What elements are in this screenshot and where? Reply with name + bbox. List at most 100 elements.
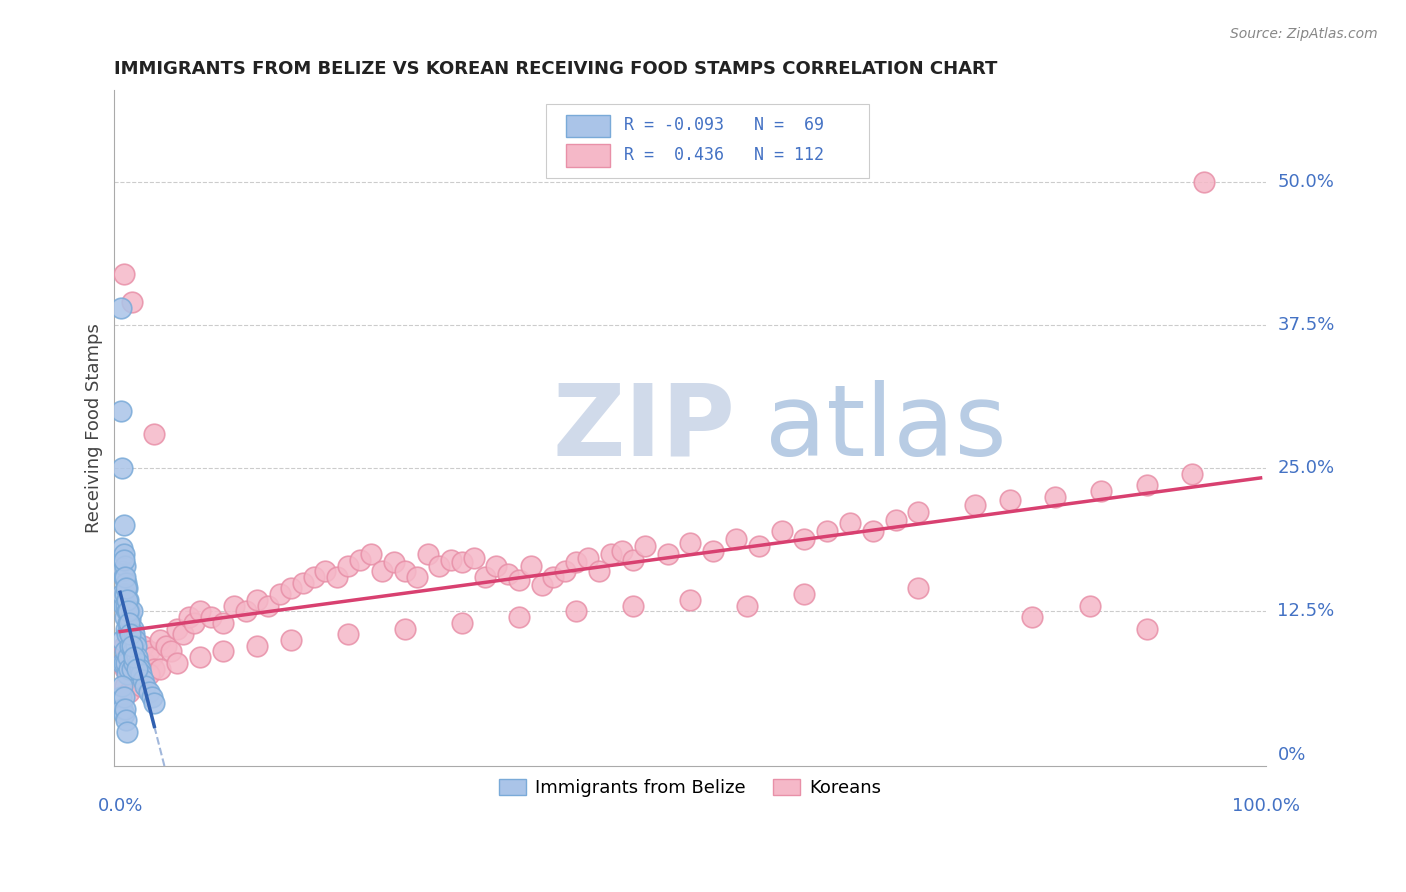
Point (127, 650, 149, 665)
Point (621, 599, 644, 613)
Point (118, 662, 141, 676)
Point (554, 564, 576, 578)
Point (440, 553, 463, 567)
Point (115, 593, 138, 607)
Point (121, 622, 143, 636)
Point (280, 582, 302, 596)
Point (125, 639, 148, 653)
Point (111, 702, 134, 716)
Text: R =  0.436   N = 112: R = 0.436 N = 112 (623, 146, 824, 164)
Point (463, 550, 485, 565)
Point (166, 622, 188, 636)
Point (907, 582, 929, 596)
Point (679, 535, 702, 549)
Point (793, 587, 815, 601)
Point (117, 615, 139, 630)
Point (155, 639, 177, 653)
Text: Source: ZipAtlas.com: Source: ZipAtlas.com (1230, 27, 1378, 41)
Point (115, 604, 138, 618)
Point (588, 564, 610, 578)
Point (115, 724, 138, 739)
Point (394, 622, 416, 636)
Point (111, 656, 134, 670)
Point (1045, 490, 1067, 504)
Point (382, 555, 405, 569)
Point (405, 570, 427, 584)
Point (269, 587, 291, 601)
Point (118, 667, 141, 681)
Point (121, 604, 143, 618)
Point (224, 599, 246, 613)
Point (815, 524, 838, 539)
Text: 100.0%: 100.0% (1232, 797, 1301, 814)
Point (326, 570, 349, 584)
Point (337, 558, 360, 573)
Point (127, 656, 149, 670)
Point (127, 650, 149, 665)
Point (114, 644, 136, 658)
Point (839, 516, 862, 531)
Point (112, 518, 135, 533)
Point (132, 639, 155, 653)
Point (121, 673, 143, 687)
FancyBboxPatch shape (547, 103, 869, 178)
Point (114, 656, 136, 670)
Point (291, 575, 314, 590)
Point (1090, 484, 1112, 499)
Text: 0%: 0% (1278, 746, 1306, 764)
Point (114, 610, 136, 624)
Point (122, 673, 145, 687)
Point (188, 650, 211, 665)
Point (314, 564, 336, 578)
Point (132, 673, 155, 687)
Point (138, 667, 160, 681)
Point (114, 575, 136, 590)
Point (770, 524, 793, 539)
FancyBboxPatch shape (567, 114, 610, 136)
Point (141, 690, 163, 705)
Point (657, 547, 679, 561)
Point (117, 650, 139, 665)
Point (907, 505, 929, 519)
Point (141, 650, 163, 665)
Point (143, 426, 166, 441)
Point (474, 570, 496, 584)
Point (114, 702, 136, 716)
Point (748, 539, 770, 553)
Point (246, 639, 269, 653)
Point (149, 662, 172, 676)
Point (121, 644, 143, 658)
Point (1021, 610, 1043, 624)
Point (120, 639, 142, 653)
Point (965, 498, 987, 512)
Point (120, 612, 142, 626)
Point (862, 524, 884, 539)
Point (172, 627, 194, 641)
Point (110, 301, 132, 315)
Point (118, 615, 141, 630)
Point (302, 570, 325, 584)
Point (121, 662, 143, 676)
Point (416, 547, 439, 561)
Point (114, 599, 136, 613)
Point (138, 684, 160, 698)
Point (118, 624, 141, 638)
Point (1181, 467, 1204, 481)
Point (134, 656, 156, 670)
Point (115, 582, 138, 596)
Point (111, 633, 134, 648)
Point (519, 558, 541, 573)
Point (1135, 622, 1157, 636)
Point (610, 543, 633, 558)
Point (111, 656, 134, 670)
Point (111, 461, 134, 475)
Text: ZIP: ZIP (553, 380, 735, 476)
Point (565, 604, 588, 618)
Point (565, 555, 588, 569)
Point (112, 570, 135, 584)
Point (112, 553, 135, 567)
Point (120, 627, 142, 641)
Text: R = -0.093   N =  69: R = -0.093 N = 69 (623, 116, 824, 135)
Point (112, 690, 135, 705)
Text: 25.0%: 25.0% (1278, 459, 1334, 477)
